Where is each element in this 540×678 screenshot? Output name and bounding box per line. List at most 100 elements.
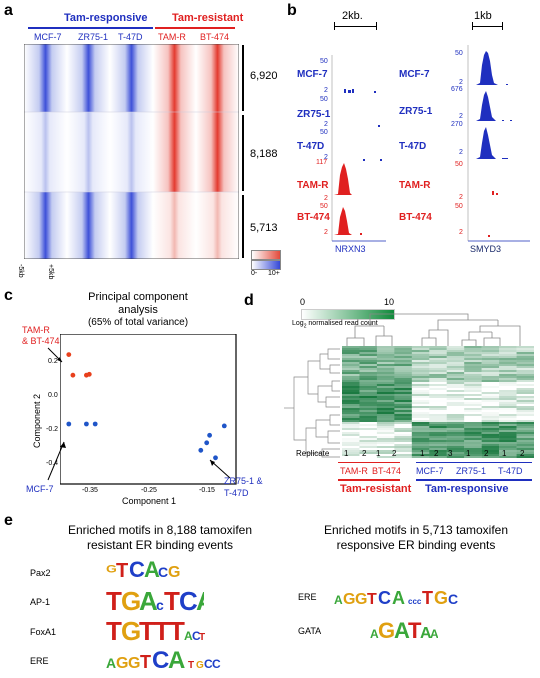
clustermap-cell [394,436,413,439]
clustermap-cell [342,416,360,419]
clustermap-cell [411,376,430,379]
blue-scale-bar [251,260,281,270]
clustermap-colorbar [301,309,395,320]
clustermap-cell [481,418,500,421]
clustermap-cell [464,370,482,373]
clustermap-cell [376,386,395,389]
clustermap-cell [516,454,534,457]
clustermap-cell [359,416,378,419]
track-name-tamr-left: TAM-R [297,180,329,191]
clustermap-cell [359,394,378,397]
clustermap-cell [516,370,534,373]
clustermap-cell [411,382,430,385]
logo-ere-left-g2: G [128,655,140,670]
panel-d-label: d [244,292,254,309]
logo-ere-right-t2: T [422,588,433,606]
clustermap-cell [342,444,360,447]
left-range-5b: 2 [324,229,328,236]
clustermap-cell [359,374,378,377]
clustermap-cell [359,356,378,359]
right-coverage-tracks [467,45,530,242]
logo-pax2-t: T [116,560,128,579]
clustermap-cell [446,438,465,441]
clustermap-sample-tamr: TAM-R [340,466,368,476]
clustermap-cell [429,450,447,453]
logo-ere-left-c: C [152,647,169,670]
clustermap-cell [411,406,430,409]
clustermap-cell [464,436,482,439]
clustermap-cell [464,352,482,355]
clustermap-cell [342,354,360,357]
clustermap-cell [429,456,447,458]
clustermap-cell [359,444,378,447]
clustermap-cell [411,410,430,413]
clustermap-cell [411,398,430,401]
clustermap-cell [481,388,500,391]
clustermap-cell [411,450,430,453]
clustermap-cell [411,408,430,411]
pca-point-s2-p3 [213,455,218,461]
clustermap-cell [411,452,430,455]
clustermap-cell [464,402,482,405]
track-name-mcf7-left: MCF-7 [297,69,328,80]
clustermap-cell [394,448,413,451]
clustermap-cell [464,350,482,353]
clustermap-cell [516,418,534,421]
clustermap-cell [394,424,413,427]
clustermap-cell [481,358,500,361]
clustermap-cell [411,360,430,363]
clustermap-cell [429,448,447,451]
clustermap-cell [446,426,465,429]
clustermap-cell [411,402,430,405]
clustermap-cell [429,432,447,435]
motif-name-ere-left: ERE [30,656,49,666]
clustermap-cell [464,432,482,435]
clustermap-cell [481,454,500,457]
left-range-4b: 2 [324,195,328,202]
clustermap-cell [342,404,360,407]
clustermap-cell [446,422,465,425]
clustermap-cell [464,354,482,357]
clustermap-cell [499,448,517,451]
clustermap-cell [376,388,395,391]
clustermap-cell [464,456,482,458]
clustermap-cell [516,448,534,451]
clustermap-cell [394,356,413,359]
rep-tamr-2: 2 [362,449,367,458]
clustermap-cell [499,404,517,407]
clustermap-cell [481,406,500,409]
clustermap-cell [516,422,534,425]
clustermap-cell [429,362,447,365]
logo-ap1-c: c [156,597,164,612]
clustermap-cell [359,380,378,383]
clustermap-cell [342,420,360,423]
right-range-4a: 50 [455,161,463,168]
rep-bt474-1: 1 [376,449,381,458]
clustermap-cell [499,374,517,377]
clustermap-cell [464,376,482,379]
clustermap-cell [394,410,413,413]
clustermap-cell [342,382,360,385]
clustermap-cell [376,352,395,355]
logo-ere-right-g2: G [355,591,367,606]
clustermap-cell [376,400,395,403]
clustermap-cell [481,408,500,411]
clustermap-cell [481,350,500,353]
clustermap-cell [446,362,465,365]
clustermap-cell [394,396,413,399]
clustermap-cell [499,386,517,389]
logo-ere-right-a2: A [392,588,405,606]
clustermap-cell [429,444,447,447]
clustermap-cell [516,444,534,447]
clustermap-cell [342,452,360,455]
panel-b-label: b [287,2,297,19]
clustermap-cell [429,372,447,375]
clustermap-group-responsive: Tam-responsive [425,483,509,495]
clustermap-cell [464,428,482,431]
clustermap-scale-max: 10 [384,297,395,307]
clustermap-cell [516,392,534,395]
clustermap-cell [516,366,534,369]
heat-col-t47d: T-47D [118,32,143,42]
clustermap-cell [516,400,534,403]
clustermap-cell [342,392,360,395]
